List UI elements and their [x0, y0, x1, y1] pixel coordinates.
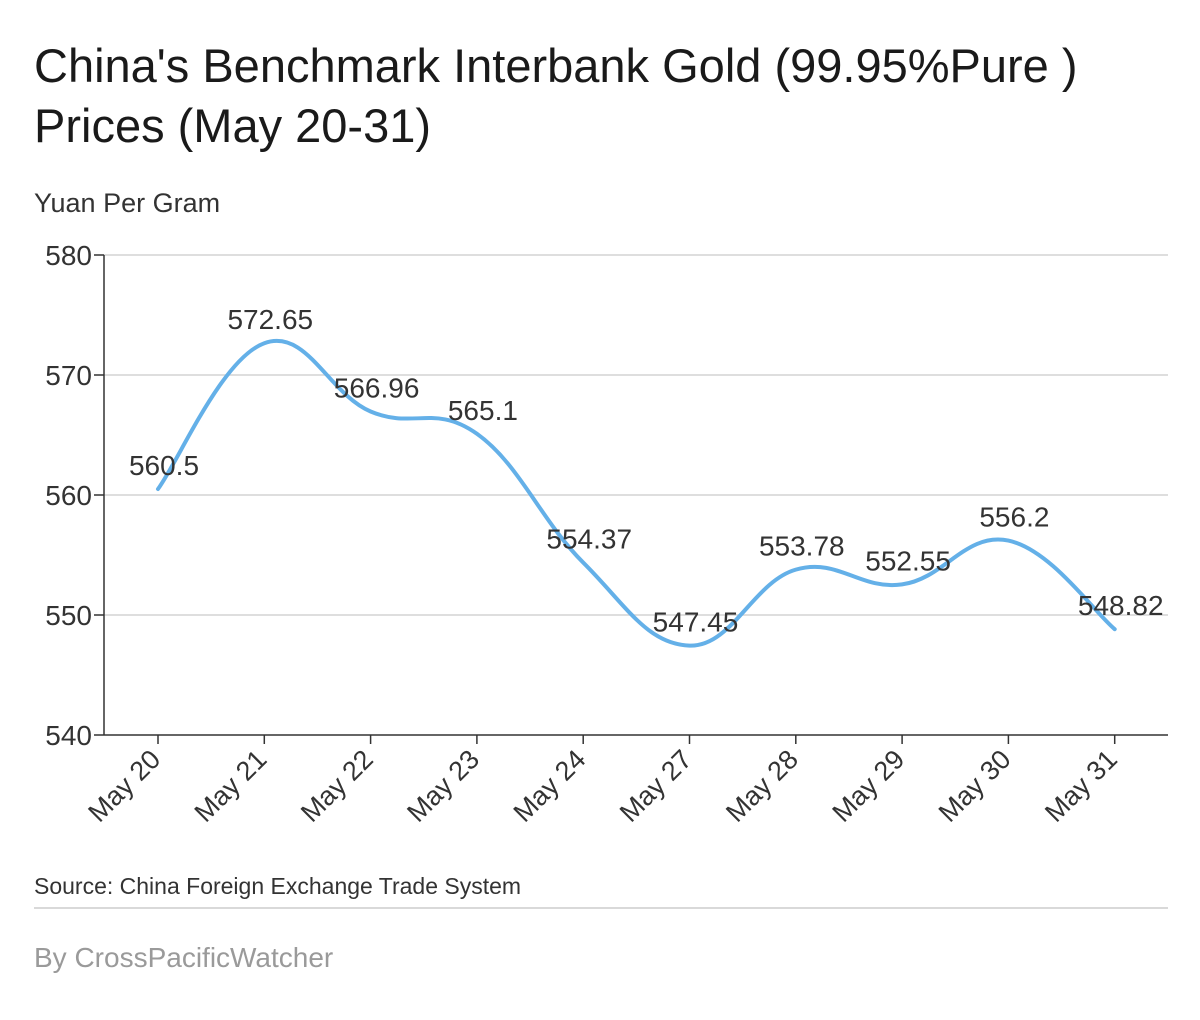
- footer-divider: [34, 907, 1168, 909]
- data-label: 556.2: [979, 502, 1049, 533]
- data-label: 565.1: [448, 395, 518, 426]
- data-label: 572.65: [227, 304, 313, 335]
- x-tick-label: May 28: [720, 744, 804, 828]
- line-chart: 540 550 560 570 580 May 20 May 21 May 22 May 23 M…: [45, 240, 1168, 828]
- x-tick-label: May 30: [933, 744, 1017, 828]
- x-tick-label: May 21: [189, 744, 273, 828]
- y-axis-unit-label: Yuan Per Gram: [34, 188, 221, 218]
- x-tick-label: May 27: [614, 744, 698, 828]
- data-label: 553.78: [759, 531, 845, 562]
- data-label: 554.37: [546, 524, 632, 555]
- series-line: [156, 339, 1117, 648]
- x-tick-label: May 31: [1039, 744, 1123, 828]
- chart-title: China's Benchmark Interbank Gold (99.95%…: [34, 39, 1078, 152]
- y-tick-label: 570: [45, 360, 92, 391]
- y-tick-label: 580: [45, 240, 92, 271]
- data-label: 547.45: [653, 607, 739, 638]
- x-tick-label: May 23: [401, 744, 485, 828]
- data-label: 566.96: [334, 372, 420, 403]
- y-tick-label: 550: [45, 600, 92, 631]
- x-tick-label: May 20: [82, 744, 166, 828]
- byline: By CrossPacificWatcher: [34, 942, 334, 973]
- x-tick-label: May 29: [827, 744, 911, 828]
- y-tick-label: 560: [45, 480, 92, 511]
- data-label: 552.55: [865, 545, 951, 576]
- data-label: 560.5: [129, 450, 199, 481]
- x-tick-label: May 24: [508, 744, 592, 828]
- x-tick-label: May 22: [295, 744, 379, 828]
- y-tick-label: 540: [45, 720, 92, 751]
- data-label: 548.82: [1078, 590, 1164, 621]
- source-note: Source: China Foreign Exchange Trade Sys…: [34, 873, 522, 899]
